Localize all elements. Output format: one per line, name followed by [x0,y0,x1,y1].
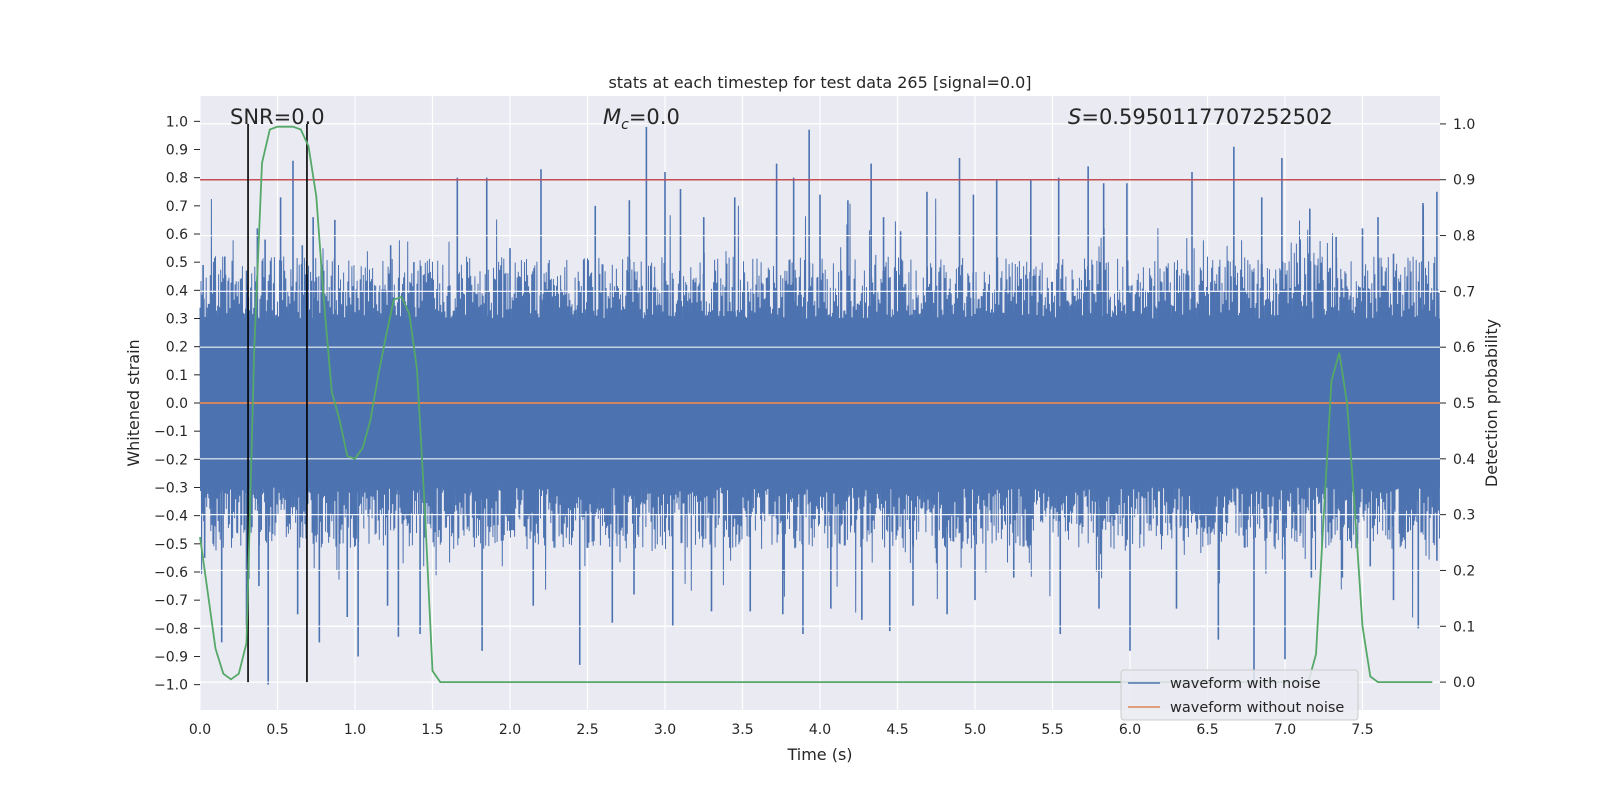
x-tick-label: 2.0 [499,722,521,738]
y2-tick-label: 0.8 [1453,229,1475,245]
x-tick-label: 7.0 [1274,722,1296,738]
x-tick-label: 3.5 [731,722,753,738]
y2-tick-label: 0.5 [1453,396,1475,412]
y-tick-label: 1.0 [166,114,188,130]
y2-tick-label: 0.0 [1453,675,1475,691]
x-tick-label: 1.5 [421,722,443,738]
y-tick-label: −0.6 [154,565,188,581]
x-tick-label: 6.0 [1119,722,1141,738]
y-tick-label: 0.0 [166,396,188,412]
y-tick-label: 0.7 [166,199,188,215]
x-tick-label: 0.0 [189,722,211,738]
x-tick-label: 6.5 [1196,722,1218,738]
y-tick-label: −0.7 [154,593,188,609]
detection-probability-line [199,125,1433,683]
chirp-mass-symbol: M [603,105,621,129]
legend-label-noise: waveform with noise [1170,676,1321,692]
y-tick-label: −0.9 [154,649,188,665]
legend-box [1120,669,1359,721]
legend: waveform with noise waveform without noi… [1120,669,1359,721]
snr-annotation: SNR=0.0 [230,105,325,129]
y2-tick-label: 0.1 [1453,619,1475,635]
y-tick-label: 0.2 [166,340,188,356]
y-tick-label: −1.0 [154,678,188,694]
y-tick-label: 0.5 [166,255,188,271]
y2-axis-label: Detection probability [1482,319,1501,487]
y2-tick-label: 0.2 [1453,563,1475,579]
chirp-mass-subscript: c [621,117,629,133]
chart-title: stats at each timestep for test data 265… [608,73,1031,92]
x-tick-label: 3.0 [654,722,676,738]
y-tick-label: 0.9 [166,143,188,159]
x-tick-label: 5.0 [964,722,986,738]
y2-tick-label: 0.7 [1453,284,1475,300]
x-axis-label: Time (s) [786,745,852,764]
y-tick-label: 0.6 [166,227,188,243]
chirp-mass-value: =0.0 [629,105,680,129]
y-tick-label: −0.8 [154,621,188,637]
y-tick-label: −0.3 [154,480,188,496]
y-axis-label: Whitened strain [124,339,143,466]
chirp-mass-annotation: Mc=0.0 [603,105,680,133]
y-tick-label: −0.4 [154,509,188,525]
y-tick-label: 0.4 [166,283,188,299]
y-tick-label: −0.5 [154,537,188,553]
y-tick-label: −0.2 [154,452,188,468]
score-symbol: S [1068,105,1081,129]
x-tick-label: 4.0 [809,722,831,738]
x-tick-label: 4.5 [886,722,908,738]
y2-tick-label: 1.0 [1453,117,1475,133]
x-tick-label: 7.5 [1351,722,1373,738]
y2-tick-label: 0.9 [1453,173,1475,189]
score-annotation: S=0.5950117707252502 [1068,105,1333,129]
legend-label-clean: waveform without noise [1170,700,1344,716]
y-tick-label: 0.3 [166,312,188,328]
x-tick-label: 1.0 [344,722,366,738]
score-value: =0.5950117707252502 [1081,105,1332,129]
x-tick-label: 2.5 [576,722,598,738]
x-tick-label: 5.5 [1041,722,1063,738]
y2-tick-label: 0.6 [1453,340,1475,356]
y2-tick-label: 0.3 [1453,508,1475,524]
y-tick-label: 0.1 [166,368,188,384]
y2-tick-label: 0.4 [1453,452,1475,468]
axis-ticks: 0.0 0.5 1.0 1.5 2.0 2.5 3.0 3.5 4.0 4.5 5.0 5.5 6.0 6… [154,114,1475,738]
y-tick-label: 0.8 [166,171,188,187]
y-tick-label: −0.1 [154,424,188,440]
x-tick-label: 0.5 [266,722,288,738]
